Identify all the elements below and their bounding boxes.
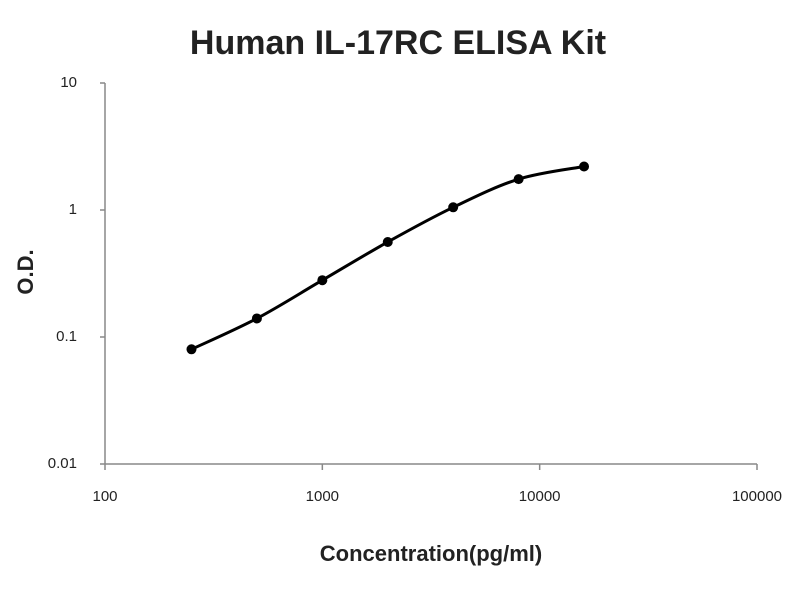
y-axis-label: O.D. — [13, 249, 38, 294]
fit-curve — [190, 165, 585, 351]
data-point — [186, 344, 197, 355]
x-tick-label: 1000 — [306, 488, 339, 505]
y-tick-label: 0.01 — [48, 455, 77, 472]
x-tick-label: 100000 — [732, 488, 782, 505]
y-tick-label: 10 — [60, 74, 77, 91]
chart-title: Human IL-17RC ELISA Kit — [190, 24, 606, 62]
x-tick-label: 10000 — [519, 488, 561, 505]
y-tick-label: 1 — [69, 201, 77, 218]
y-tick-label: 0.1 — [56, 328, 77, 345]
x-axis-label: Concentration(pg/ml) — [320, 541, 542, 566]
data-point — [251, 313, 262, 324]
data-point — [513, 174, 524, 185]
data-point — [382, 236, 393, 247]
data-point — [448, 202, 459, 213]
data-point — [579, 161, 590, 172]
x-tick-label: 100 — [92, 488, 117, 505]
data-point — [317, 275, 328, 286]
